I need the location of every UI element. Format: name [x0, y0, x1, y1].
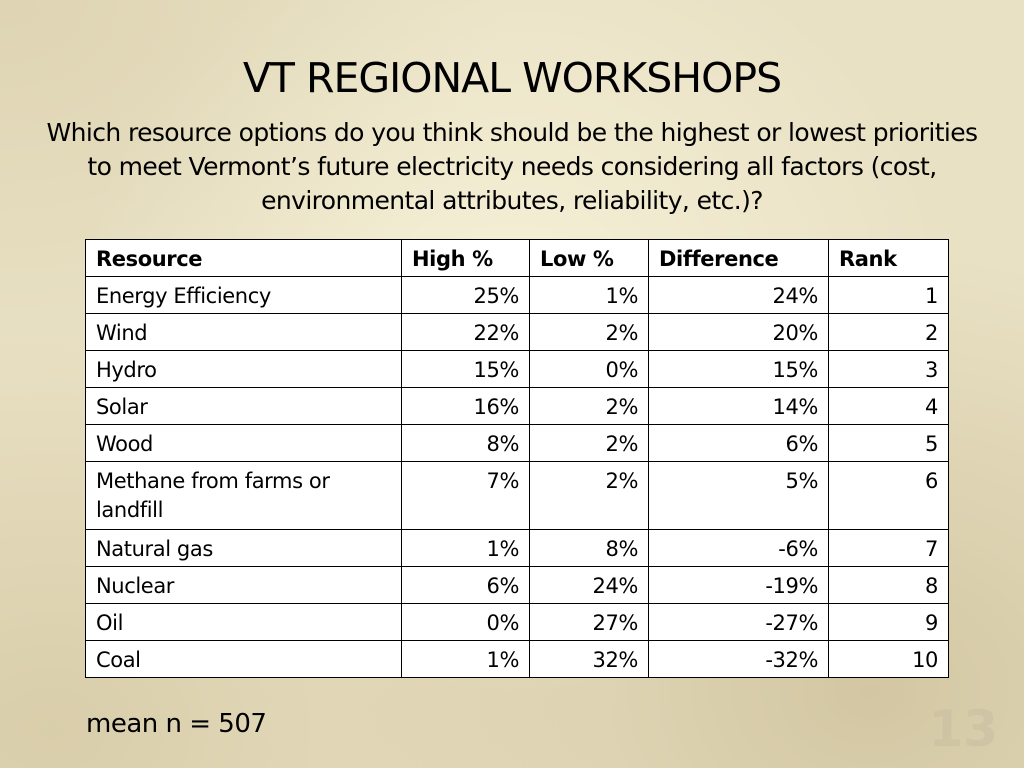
table-row: Wind 22% 2% 20% 2	[85, 313, 949, 351]
cell-low: 2%	[529, 461, 649, 530]
header-low-percent: Low %	[529, 239, 649, 277]
table-row: Nuclear 6% 24% -19% 8	[85, 566, 949, 604]
survey-question: Which resource options do you think shou…	[46, 118, 979, 215]
cell-rank: 10	[828, 640, 949, 678]
cell-low: 2%	[529, 313, 649, 351]
cell-high: 0%	[401, 603, 530, 641]
cell-high: 8%	[401, 424, 530, 462]
cell-high: 16%	[401, 387, 530, 425]
cell-difference: 14%	[648, 387, 829, 425]
header-resource: Resource	[85, 239, 402, 277]
cell-high: 1%	[401, 529, 530, 567]
cell-resource: Methane from farms or landfill	[85, 461, 402, 530]
table-row: Solar 16% 2% 14% 4	[85, 387, 949, 425]
cell-high: 22%	[401, 313, 530, 351]
cell-rank: 8	[828, 566, 949, 604]
cell-rank: 9	[828, 603, 949, 641]
cell-rank: 1	[828, 276, 949, 314]
cell-resource: Hydro	[85, 350, 402, 388]
cell-low: 2%	[529, 424, 649, 462]
table-row: Coal 1% 32% -32% 10	[85, 640, 949, 678]
table-header-row: Resource High % Low % Difference Rank	[85, 239, 949, 277]
cell-difference: -32%	[648, 640, 829, 678]
mean-sample-size: mean n = 507	[86, 709, 267, 739]
table-row: Natural gas 1% 8% -6% 7	[85, 529, 949, 567]
cell-high: 7%	[401, 461, 530, 530]
table-row: Energy Efficiency 25% 1% 24% 1	[85, 276, 949, 314]
cell-resource: Nuclear	[85, 566, 402, 604]
cell-difference: 15%	[648, 350, 829, 388]
cell-low: 24%	[529, 566, 649, 604]
table-row: Oil 0% 27% -27% 9	[85, 603, 949, 641]
cell-difference: 5%	[648, 461, 829, 530]
cell-resource: Coal	[85, 640, 402, 678]
cell-difference: 6%	[648, 424, 829, 462]
cell-difference: 24%	[648, 276, 829, 314]
table-row: Wood 8% 2% 6% 5	[85, 424, 949, 462]
cell-low: 32%	[529, 640, 649, 678]
cell-high: 1%	[401, 640, 530, 678]
cell-resource: Energy Efficiency	[85, 276, 402, 314]
cell-difference: 20%	[648, 313, 829, 351]
table-row: Hydro 15% 0% 15% 3	[85, 350, 949, 388]
cell-resource: Natural gas	[85, 529, 402, 567]
cell-low: 8%	[529, 529, 649, 567]
cell-rank: 2	[828, 313, 949, 351]
cell-resource: Wind	[85, 313, 402, 351]
cell-resource: Wood	[85, 424, 402, 462]
cell-rank: 7	[828, 529, 949, 567]
cell-difference: -27%	[648, 603, 829, 641]
cell-resource: Oil	[85, 603, 402, 641]
cell-difference: -6%	[648, 529, 829, 567]
cell-rank: 4	[828, 387, 949, 425]
cell-rank: 5	[828, 424, 949, 462]
cell-difference: -19%	[648, 566, 829, 604]
priority-results-table: Resource High % Low % Difference Rank En…	[85, 239, 949, 678]
slide-number: 13	[928, 700, 998, 758]
cell-high: 15%	[401, 350, 530, 388]
cell-rank: 3	[828, 350, 949, 388]
cell-low: 2%	[529, 387, 649, 425]
header-high-percent: High %	[401, 239, 530, 277]
header-rank: Rank	[828, 239, 949, 277]
cell-low: 0%	[529, 350, 649, 388]
cell-low: 27%	[529, 603, 649, 641]
cell-high: 6%	[401, 566, 530, 604]
slide-title: VT REGIONAL WORKSHOPS	[242, 54, 782, 102]
cell-resource: Solar	[85, 387, 402, 425]
header-difference: Difference	[648, 239, 829, 277]
table-row: Methane from farms or landfill 7% 2% 5% …	[85, 461, 949, 530]
cell-high: 25%	[401, 276, 530, 314]
cell-low: 1%	[529, 276, 649, 314]
cell-rank: 6	[828, 461, 949, 530]
